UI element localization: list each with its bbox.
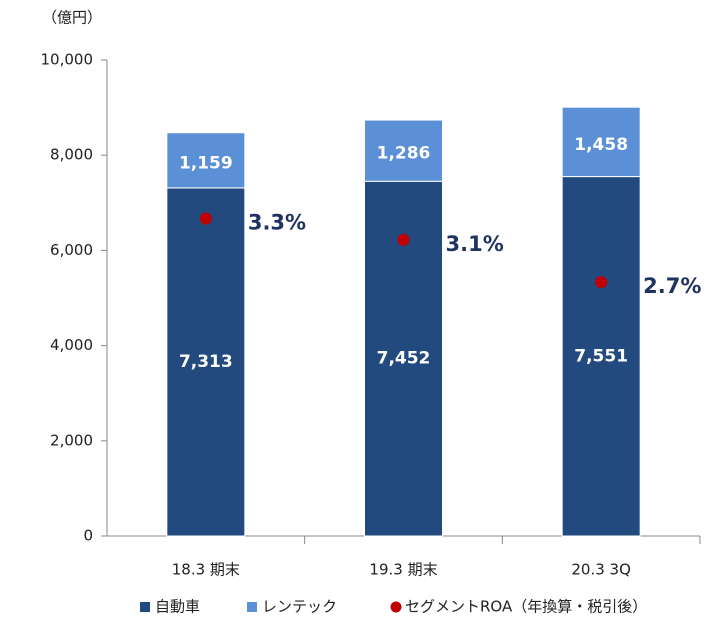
legend-marker <box>390 601 402 613</box>
roa-dot <box>397 233 410 246</box>
roa-dot <box>199 212 212 225</box>
legend-label: レンテック <box>262 598 337 616</box>
x-tick-label: 19.3 期末 <box>369 561 437 579</box>
y-tick-label: 6,000 <box>50 241 93 259</box>
bar-segment <box>561 106 641 178</box>
y-tick-label: 10,000 <box>41 51 94 69</box>
y-tick-label: 2,000 <box>50 431 93 449</box>
bar-label: 1,159 <box>179 153 233 173</box>
unit-label: （億円） <box>42 9 102 27</box>
roa-label: 2.7% <box>643 274 701 298</box>
bar-label: 7,313 <box>179 352 233 372</box>
y-tick-label: 0 <box>83 527 93 545</box>
bar-label: 7,551 <box>574 346 628 366</box>
x-tick-label: 18.3 期末 <box>172 561 240 579</box>
y-tick-label: 4,000 <box>50 336 93 354</box>
bar-segment <box>166 132 246 189</box>
y-tick-label: 8,000 <box>50 146 93 164</box>
legend-marker <box>247 602 257 612</box>
bar-label: 1,458 <box>574 135 628 155</box>
bar-segment <box>561 176 641 537</box>
roa-label: 3.3% <box>248 211 306 235</box>
legend-label: 自動車 <box>155 598 200 616</box>
legend-label: セグメントROA（年換算・税引後） <box>405 598 647 616</box>
bar-segment <box>166 187 246 537</box>
legend-marker <box>140 602 150 612</box>
roa-dot <box>595 276 608 289</box>
bar-label: 1,286 <box>377 144 431 164</box>
bar-label: 7,452 <box>377 349 431 369</box>
x-tick-label: 20.3 3Q <box>571 561 631 579</box>
bar-segment <box>364 119 443 182</box>
roa-label: 3.1% <box>446 232 504 256</box>
